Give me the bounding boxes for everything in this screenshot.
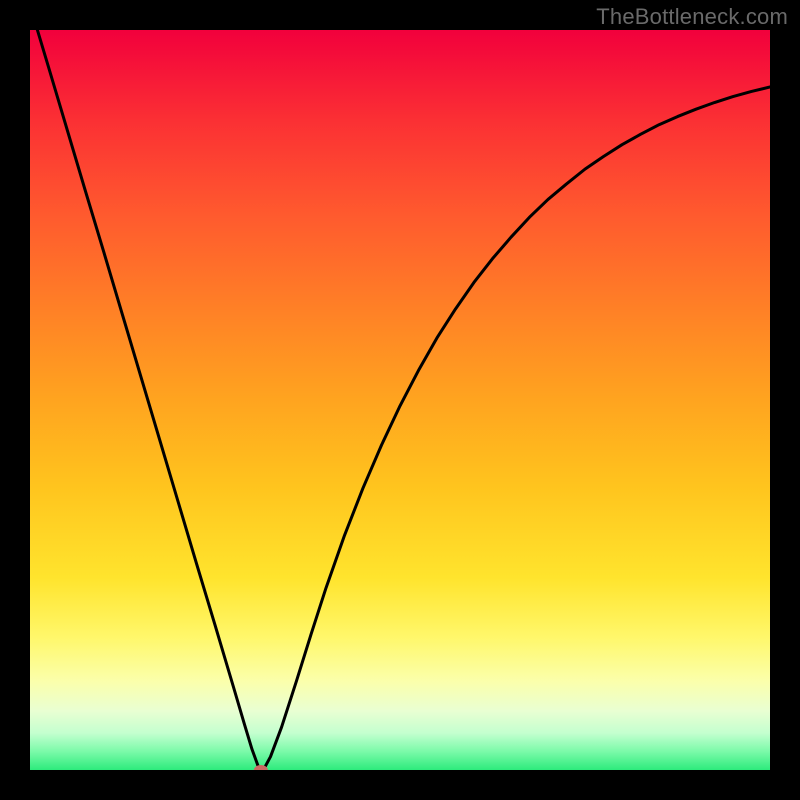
chart-plot-area [30, 30, 770, 770]
watermark-text: TheBottleneck.com [596, 4, 788, 30]
chart-svg [30, 30, 770, 770]
chart-background-gradient [30, 30, 770, 770]
